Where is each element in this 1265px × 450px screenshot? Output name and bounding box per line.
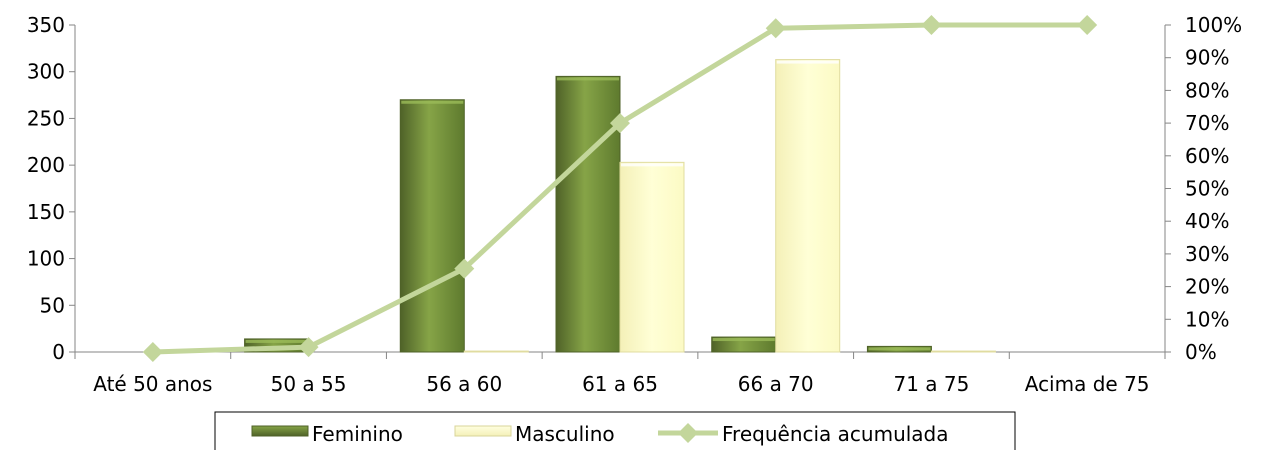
legend-swatch-feminino <box>251 425 309 437</box>
bar-feminino <box>555 75 621 353</box>
y-right-tick-label: 10% <box>1185 307 1229 331</box>
frequency-point-diamond <box>454 258 475 279</box>
bar-masculino <box>619 161 685 353</box>
frequency-point-diamond <box>921 15 942 35</box>
legend-swatch-masculino <box>454 425 512 437</box>
frequency-point-diamond <box>298 337 319 358</box>
y-left-tick-label: 0 <box>52 340 65 364</box>
y-right-tick-label: 40% <box>1185 209 1229 233</box>
frequency-point-diamond <box>1077 15 1098 35</box>
y-left-tick-label: 300 <box>27 60 65 84</box>
frequency-point-diamond <box>610 113 630 134</box>
bar-highlight <box>868 347 931 351</box>
x-tick-label: 50 a 55 <box>271 372 347 396</box>
y-left-tick-label: 200 <box>27 153 65 177</box>
x-tick-label: Até 50 anos <box>93 372 212 396</box>
legend-label-frequencia: Frequência acumulada <box>722 422 949 446</box>
x-tick-label: 56 a 60 <box>426 372 502 396</box>
bar-masculino <box>930 350 996 353</box>
legend: Feminino Masculino Frequência acumulada <box>214 411 1016 450</box>
y-left-tick-label: 350 <box>27 13 65 37</box>
y-right-tick-label: 90% <box>1185 46 1229 70</box>
x-tick-label: 61 a 65 <box>582 372 658 396</box>
bar-masculino <box>775 59 841 353</box>
y-right-tick-label: 0% <box>1185 340 1217 364</box>
y-left-tick-label: 150 <box>27 200 65 224</box>
legend-diamond-icon <box>678 423 698 443</box>
cumulative-line <box>142 15 1098 362</box>
tick-labels: 0 50 100 150 200 250 300 350 0% 10% 20% 30% 40% 50% 60… <box>27 13 1242 396</box>
bars <box>244 59 996 353</box>
y-right-tick-label: 100% <box>1185 13 1242 37</box>
bar-masculino <box>463 350 529 353</box>
bar-highlight <box>712 338 775 342</box>
bar-highlight <box>557 77 619 81</box>
frequency-point-diamond <box>142 342 163 362</box>
frequency-point-diamond <box>765 18 786 39</box>
bar-highlight <box>245 339 308 343</box>
legend-box <box>214 411 1016 450</box>
y-right-tick-label: 30% <box>1185 242 1229 266</box>
x-tick-label: Acima de 75 <box>1025 372 1150 396</box>
y-right-tick-label: 60% <box>1185 144 1229 168</box>
y-left-tick-label: 250 <box>27 106 65 130</box>
legend-label-masculino: Masculino <box>515 422 615 446</box>
y-right-tick-label: 20% <box>1185 275 1229 299</box>
y-right-tick-label: 70% <box>1185 111 1229 135</box>
bar-highlight <box>401 100 464 104</box>
bar-highlight <box>776 60 839 64</box>
y-right-tick-label: 50% <box>1185 177 1229 201</box>
bar-feminino <box>399 99 465 353</box>
x-tick-label: 66 a 70 <box>738 372 814 396</box>
x-tick-label: 71 a 75 <box>893 372 969 396</box>
bar-highlight <box>621 163 683 167</box>
y-right-tick-label: 80% <box>1185 78 1229 102</box>
y-left-tick-label: 50 <box>40 293 65 317</box>
legend-label-feminino: Feminino <box>312 422 403 446</box>
y-left-tick-label: 100 <box>27 247 65 271</box>
